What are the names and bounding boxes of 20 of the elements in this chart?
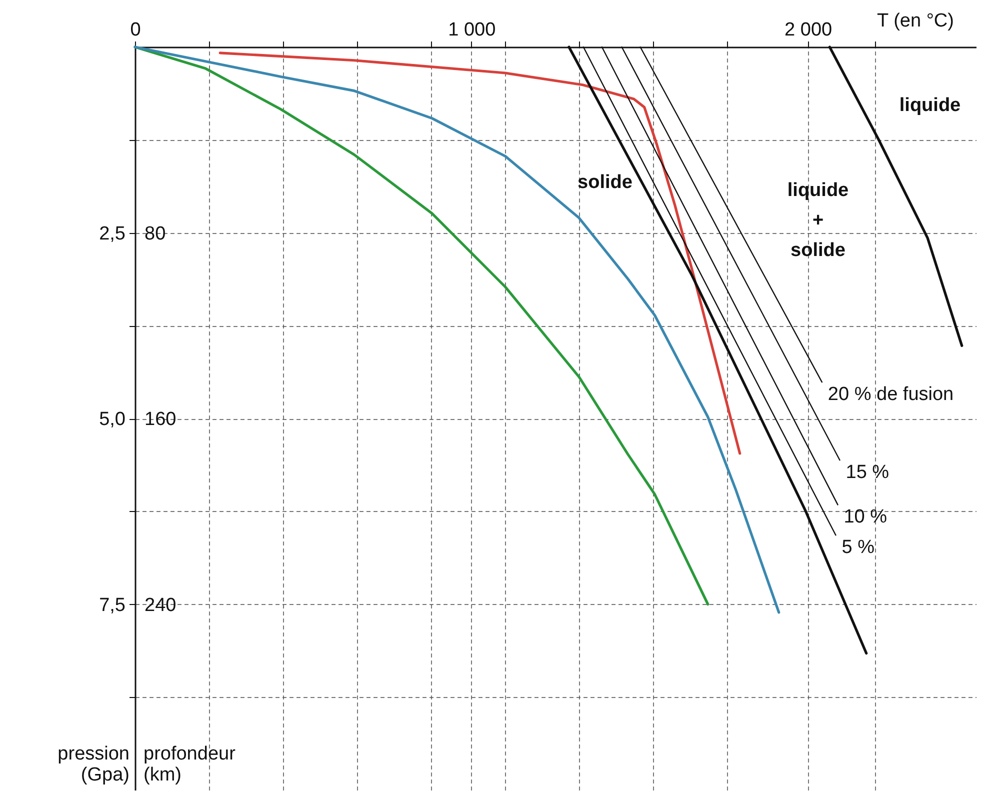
x-tick-label: 2 000	[784, 20, 832, 40]
annotation: solide	[578, 172, 632, 193]
series-label: 15 %	[846, 462, 890, 484]
y-tick-label: 7,5	[99, 594, 126, 616]
series-label: 5 %	[842, 537, 875, 558]
y-tick-label: 2,5	[99, 223, 126, 244]
y2-tick-label: 160	[144, 409, 176, 430]
x-axis-title: T (en °C)	[877, 10, 954, 32]
annotation: liquide + solide	[787, 180, 849, 261]
x-tick-label: 0	[130, 20, 141, 40]
x-tick-label: 1 000	[448, 20, 496, 40]
y2-tick-label: 240	[144, 594, 176, 616]
y-tick-label: 5,0	[99, 409, 126, 430]
series-label: 20 % de fusion	[828, 384, 954, 406]
y2-axis-title: profondeur (km)	[144, 744, 236, 786]
y2-tick-label: 80	[144, 223, 166, 244]
y-axis-title: pression (Gpa)	[58, 744, 130, 786]
line-series	[218, 52, 742, 455]
annotation: liquide	[899, 95, 961, 116]
series-label: 10 %	[844, 506, 888, 528]
